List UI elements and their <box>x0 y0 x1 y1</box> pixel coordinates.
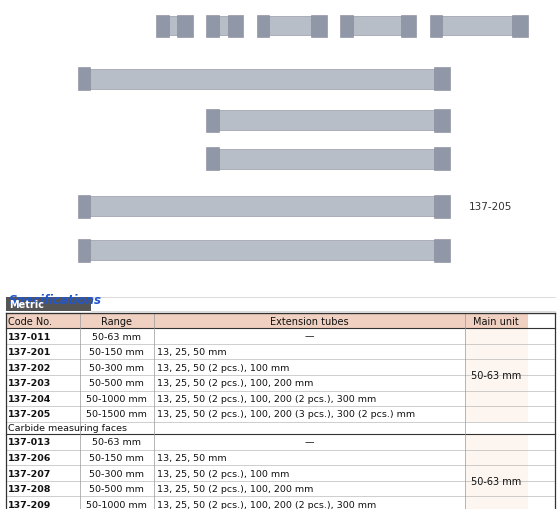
Bar <box>434 68 450 91</box>
Bar <box>85 241 440 261</box>
Bar <box>401 15 416 38</box>
Bar <box>6 298 91 311</box>
Bar <box>257 15 269 38</box>
Text: 50-500 mm: 50-500 mm <box>89 484 145 493</box>
Text: —: — <box>305 438 314 446</box>
Bar <box>6 481 464 496</box>
Text: 50-500 mm: 50-500 mm <box>89 379 145 387</box>
Text: 137-209: 137-209 <box>8 500 52 508</box>
Text: 50-1000 mm: 50-1000 mm <box>86 394 147 403</box>
Bar <box>311 15 327 38</box>
Text: 13, 25, 50 mm: 13, 25, 50 mm <box>157 453 227 462</box>
Text: 137-202: 137-202 <box>8 363 52 372</box>
Bar <box>263 17 317 36</box>
Bar <box>213 111 440 131</box>
Bar <box>464 313 528 329</box>
Text: Range: Range <box>102 316 132 326</box>
Bar <box>6 344 464 360</box>
Text: 13, 25, 50 (2 pcs.), 100, 200 (2 pcs.), 300 mm: 13, 25, 50 (2 pcs.), 100, 200 (2 pcs.), … <box>157 500 376 508</box>
Text: 13, 25, 50 (2 pcs.), 100 mm: 13, 25, 50 (2 pcs.), 100 mm <box>157 469 289 477</box>
Text: 137-205: 137-205 <box>469 202 512 212</box>
Text: 13, 25, 50 (2 pcs.), 100, 200 (2 pcs.), 300 mm: 13, 25, 50 (2 pcs.), 100, 200 (2 pcs.), … <box>157 394 376 403</box>
Bar <box>6 391 464 406</box>
Text: 50-63 mm: 50-63 mm <box>471 476 521 486</box>
Bar <box>464 329 528 422</box>
Text: 137-011: 137-011 <box>8 332 52 341</box>
Bar <box>78 195 90 218</box>
Text: 13, 25, 50 (2 pcs.), 100, 200 mm: 13, 25, 50 (2 pcs.), 100, 200 mm <box>157 484 313 493</box>
Bar <box>6 313 464 329</box>
Bar <box>78 239 90 263</box>
Bar <box>347 17 406 36</box>
Text: 137-207: 137-207 <box>8 469 52 477</box>
Bar <box>213 17 233 36</box>
Text: 137-205: 137-205 <box>8 410 51 418</box>
Text: 137-208: 137-208 <box>8 484 52 493</box>
Bar <box>6 360 464 375</box>
Bar <box>6 329 464 344</box>
Bar <box>163 17 183 36</box>
Bar <box>156 15 169 38</box>
Bar <box>206 148 219 171</box>
Text: 50-150 mm: 50-150 mm <box>89 453 145 462</box>
Bar <box>85 70 440 90</box>
Text: Extension tubes: Extension tubes <box>270 316 349 326</box>
Text: 137-201: 137-201 <box>8 348 52 356</box>
Text: 50-150 mm: 50-150 mm <box>89 348 145 356</box>
Bar <box>434 148 450 171</box>
Text: 137-203: 137-203 <box>8 379 51 387</box>
Text: 137-206: 137-206 <box>8 453 52 462</box>
Text: 13, 25, 50 mm: 13, 25, 50 mm <box>157 348 227 356</box>
Bar <box>464 434 528 509</box>
Bar <box>206 15 219 38</box>
Text: Code No.: Code No. <box>8 316 52 326</box>
Bar <box>6 496 464 509</box>
Bar <box>434 195 450 218</box>
Text: 13, 25, 50 (2 pcs.), 100 mm: 13, 25, 50 (2 pcs.), 100 mm <box>157 363 289 372</box>
Bar <box>78 68 90 91</box>
Text: Carbide measuring faces: Carbide measuring faces <box>8 423 127 433</box>
Bar <box>85 196 440 217</box>
Text: 50-300 mm: 50-300 mm <box>89 363 145 372</box>
Bar <box>430 15 442 38</box>
Bar <box>213 149 440 169</box>
Bar <box>6 450 464 465</box>
Bar <box>434 239 450 263</box>
Bar <box>6 406 464 422</box>
Text: 13, 25, 50 (2 pcs.), 100, 200 mm: 13, 25, 50 (2 pcs.), 100, 200 mm <box>157 379 313 387</box>
Text: 137-013: 137-013 <box>8 438 51 446</box>
Text: 50-63 mm: 50-63 mm <box>93 438 141 446</box>
Bar <box>436 17 518 36</box>
Text: 137-204: 137-204 <box>8 394 52 403</box>
Text: 50-1000 mm: 50-1000 mm <box>86 500 147 508</box>
Text: 50-1500 mm: 50-1500 mm <box>86 410 147 418</box>
Text: Main unit: Main unit <box>473 316 519 326</box>
Text: 50-300 mm: 50-300 mm <box>89 469 145 477</box>
Bar <box>6 434 464 450</box>
Bar <box>434 109 450 132</box>
Text: Metric: Metric <box>9 299 45 309</box>
Text: Specifications: Specifications <box>8 293 102 306</box>
Text: 50-63 mm: 50-63 mm <box>93 332 141 341</box>
Bar <box>177 15 193 38</box>
Bar <box>206 109 219 132</box>
Bar <box>340 15 353 38</box>
Text: 13, 25, 50 (2 pcs.), 100, 200 (3 pcs.), 300 (2 pcs.) mm: 13, 25, 50 (2 pcs.), 100, 200 (3 pcs.), … <box>157 410 415 418</box>
Bar <box>6 375 464 391</box>
Bar <box>228 15 243 38</box>
Bar <box>512 15 528 38</box>
Text: —: — <box>305 332 314 341</box>
Text: 50-63 mm: 50-63 mm <box>471 370 521 380</box>
Bar <box>6 422 555 434</box>
Bar <box>6 465 464 481</box>
